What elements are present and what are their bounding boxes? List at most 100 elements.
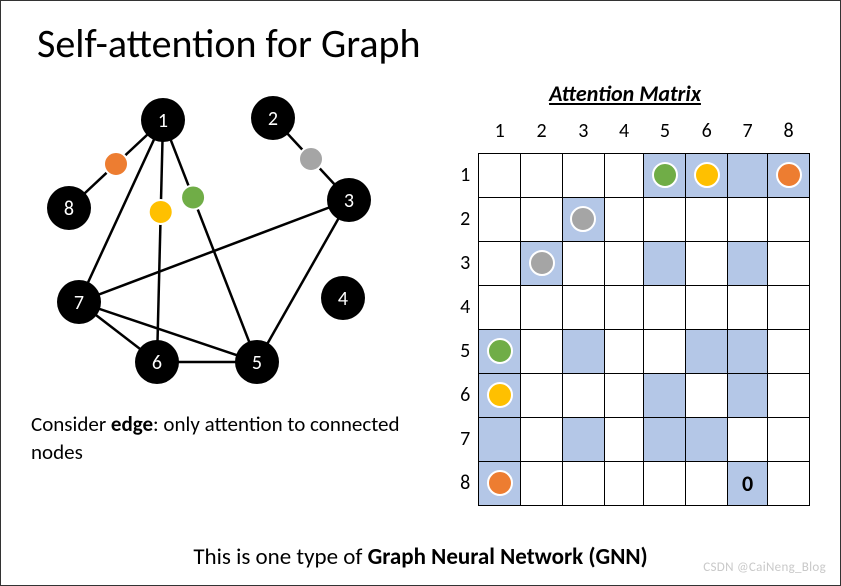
matrix-row-header: 6	[438, 373, 479, 417]
matrix-col-header: 2	[521, 109, 563, 153]
footer-pre: This is one type of	[193, 543, 367, 571]
graph-node-label: 8	[64, 197, 74, 221]
matrix-cell	[768, 285, 810, 329]
matrix-row-header: 5	[438, 329, 479, 373]
matrix-cell	[604, 461, 644, 505]
matrix-circle-green	[652, 162, 678, 188]
matrix-row-header: 4	[438, 285, 479, 329]
matrix-row-header: 1	[438, 153, 479, 197]
matrix-cell	[479, 241, 521, 285]
matrix-circle-silver	[570, 206, 596, 232]
graph-caption: Consider edge: only attention to connect…	[31, 410, 410, 467]
matrix-cell	[604, 373, 644, 417]
matrix-col-header: 7	[728, 109, 768, 153]
edge-dot-silver	[299, 147, 323, 171]
matrix-cell	[686, 417, 728, 461]
matrix-col-header: 8	[768, 109, 810, 153]
matrix-cell	[562, 329, 604, 373]
graph-network: 12345678	[31, 80, 391, 400]
matrix-cell	[728, 417, 768, 461]
matrix-wrap: 12345678123456780	[410, 109, 810, 506]
graph-node-label: 6	[152, 351, 162, 375]
matrix-cell	[521, 285, 563, 329]
matrix-cell	[479, 417, 521, 461]
matrix-cell	[728, 329, 768, 373]
matrix-circle-orange	[487, 470, 513, 496]
matrix-cell	[521, 197, 563, 241]
matrix-row-header: 7	[438, 417, 479, 461]
matrix-cell	[644, 241, 686, 285]
matrix-cell	[479, 373, 521, 417]
matrix-circle-orange	[776, 162, 802, 188]
matrix-cell	[728, 153, 768, 197]
graph-panel: 12345678 Consider edge: only attention t…	[31, 80, 410, 506]
caption-pre: Consider	[31, 411, 111, 437]
matrix-cell	[728, 373, 768, 417]
matrix-cell	[604, 329, 644, 373]
graph-node-label: 7	[74, 291, 84, 315]
matrix-cell	[521, 329, 563, 373]
matrix-cell	[686, 241, 728, 285]
matrix-cell	[768, 241, 810, 285]
graph-node-label: 3	[344, 189, 354, 213]
matrix-cell	[768, 373, 810, 417]
matrix-cell	[644, 417, 686, 461]
watermark: CSDN @CaiNeng_Blog	[703, 560, 826, 575]
matrix-cell	[644, 285, 686, 329]
matrix-cell	[562, 373, 604, 417]
matrix-cell	[562, 461, 604, 505]
matrix-col-header: 4	[604, 109, 644, 153]
matrix-cell	[521, 417, 563, 461]
matrix-zero: 0	[742, 470, 753, 497]
matrix-cell	[686, 197, 728, 241]
edge-dot-yellow	[149, 200, 173, 224]
matrix-cell	[728, 197, 768, 241]
matrix-cell	[686, 461, 728, 505]
matrix-cell	[562, 417, 604, 461]
matrix-cell	[479, 153, 521, 197]
matrix-cell	[604, 241, 644, 285]
matrix-cell	[479, 329, 521, 373]
matrix-cell	[644, 153, 686, 197]
matrix-cell	[768, 417, 810, 461]
matrix-cell	[604, 197, 644, 241]
matrix-cell	[728, 285, 768, 329]
page-title: Self-attention for Graph	[1, 1, 840, 68]
matrix-cell	[644, 461, 686, 505]
edge-dot-green	[181, 185, 205, 209]
matrix-cell	[686, 285, 728, 329]
footer-bold: Graph Neural Network (GNN)	[368, 543, 648, 571]
attention-matrix: 12345678123456780	[438, 109, 810, 506]
matrix-cell	[521, 373, 563, 417]
matrix-cell	[768, 197, 810, 241]
caption-bold: edge	[111, 411, 153, 437]
matrix-col-header: 6	[686, 109, 728, 153]
matrix-cell	[479, 285, 521, 329]
matrix-cell	[644, 373, 686, 417]
matrix-cell	[479, 461, 521, 505]
matrix-circle-green	[487, 338, 513, 364]
matrix-cell	[562, 241, 604, 285]
matrix-circle-silver	[529, 250, 555, 276]
matrix-row-header: 3	[438, 241, 479, 285]
matrix-cell	[686, 329, 728, 373]
graph-node-label: 1	[158, 109, 168, 133]
matrix-cell	[768, 461, 810, 505]
matrix-cell	[604, 153, 644, 197]
matrix-cell	[686, 373, 728, 417]
matrix-cell	[604, 285, 644, 329]
matrix-panel: Attention Matrix 12345678123456780	[410, 80, 810, 506]
matrix-cell	[521, 153, 563, 197]
matrix-circle-yellow	[487, 382, 513, 408]
matrix-cell	[768, 329, 810, 373]
graph-node-label: 2	[268, 107, 278, 131]
matrix-cell: 0	[728, 461, 768, 505]
matrix-cell	[562, 197, 604, 241]
content-row: 12345678 Consider edge: only attention t…	[1, 68, 840, 506]
matrix-circle-yellow	[694, 162, 720, 188]
matrix-cell	[686, 153, 728, 197]
matrix-cell	[768, 153, 810, 197]
matrix-cell	[521, 461, 563, 505]
matrix-cell	[562, 285, 604, 329]
graph-edge	[157, 120, 163, 362]
